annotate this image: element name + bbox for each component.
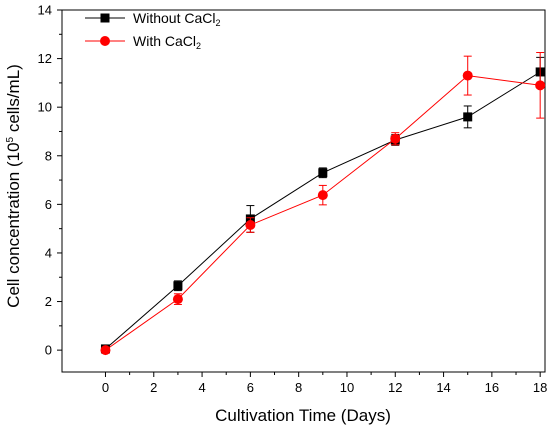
data-point — [390, 133, 401, 144]
y-tick-label: 2 — [45, 294, 52, 309]
x-axis-title: Cultivation Time (Days) — [215, 406, 391, 425]
series-line — [105, 75, 541, 351]
data-point — [317, 190, 328, 201]
plot-frame — [61, 9, 546, 373]
legend-marker — [100, 13, 110, 23]
series-line — [105, 71, 541, 350]
x-tick-label: 18 — [533, 380, 547, 395]
x-tick-label: 6 — [247, 380, 254, 395]
legend-marker — [100, 36, 110, 46]
series-layer — [100, 52, 546, 356]
x-tick-label: 10 — [340, 380, 354, 395]
axes — [61, 9, 546, 373]
y-tick-label: 0 — [45, 343, 52, 358]
data-point — [172, 294, 183, 305]
data-point — [463, 112, 473, 122]
y-tick-label: 12 — [38, 51, 52, 66]
x-tick-label: 2 — [150, 380, 157, 395]
data-point — [100, 345, 111, 356]
y-tick-label: 4 — [45, 245, 52, 260]
x-tick-label: 14 — [436, 380, 450, 395]
y-tick-label: 8 — [45, 148, 52, 163]
y-tick-label: 6 — [45, 197, 52, 212]
legend-label: Without CaCl2 — [133, 10, 220, 28]
legend-label-main: With CaCl — [133, 33, 196, 49]
legend-label-main: Without CaCl — [133, 10, 215, 26]
ticks: 0 2 4 6 8 10 12 14 16 18 0 2 4 6 8 10 12 14 — [38, 3, 548, 396]
data-point — [173, 281, 183, 291]
series-1 — [100, 56, 545, 354]
legend-label: With CaCl2 — [133, 33, 201, 51]
x-tick-label: 0 — [102, 380, 109, 395]
legend-label-subscript: 2 — [215, 18, 220, 28]
y-tick-label: 14 — [38, 3, 52, 18]
data-point — [318, 168, 328, 178]
x-tick-label: 4 — [198, 380, 205, 395]
x-tick-label: 16 — [485, 380, 499, 395]
x-tick-label: 12 — [388, 380, 402, 395]
legend-label-subscript: 2 — [196, 41, 201, 51]
data-point — [535, 80, 546, 91]
data-point — [245, 220, 256, 231]
x-tick-label: 8 — [295, 380, 302, 395]
series-2 — [100, 52, 546, 356]
data-point — [462, 70, 473, 81]
y-axis-title: Cell concentration (105 cells/mL) — [4, 64, 23, 308]
y-tick-label: 10 — [38, 100, 52, 115]
